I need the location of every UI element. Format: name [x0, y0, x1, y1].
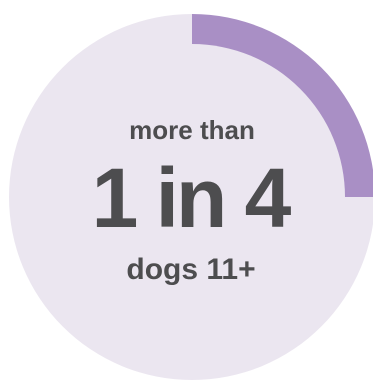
label-dogs-11-plus: dogs 11+ — [126, 253, 255, 286]
label-ratio: 1 in 4 — [92, 151, 292, 245]
pie-slices — [9, 14, 373, 380]
label-more-than: more than — [129, 115, 255, 145]
inner-disc — [39, 44, 345, 350]
